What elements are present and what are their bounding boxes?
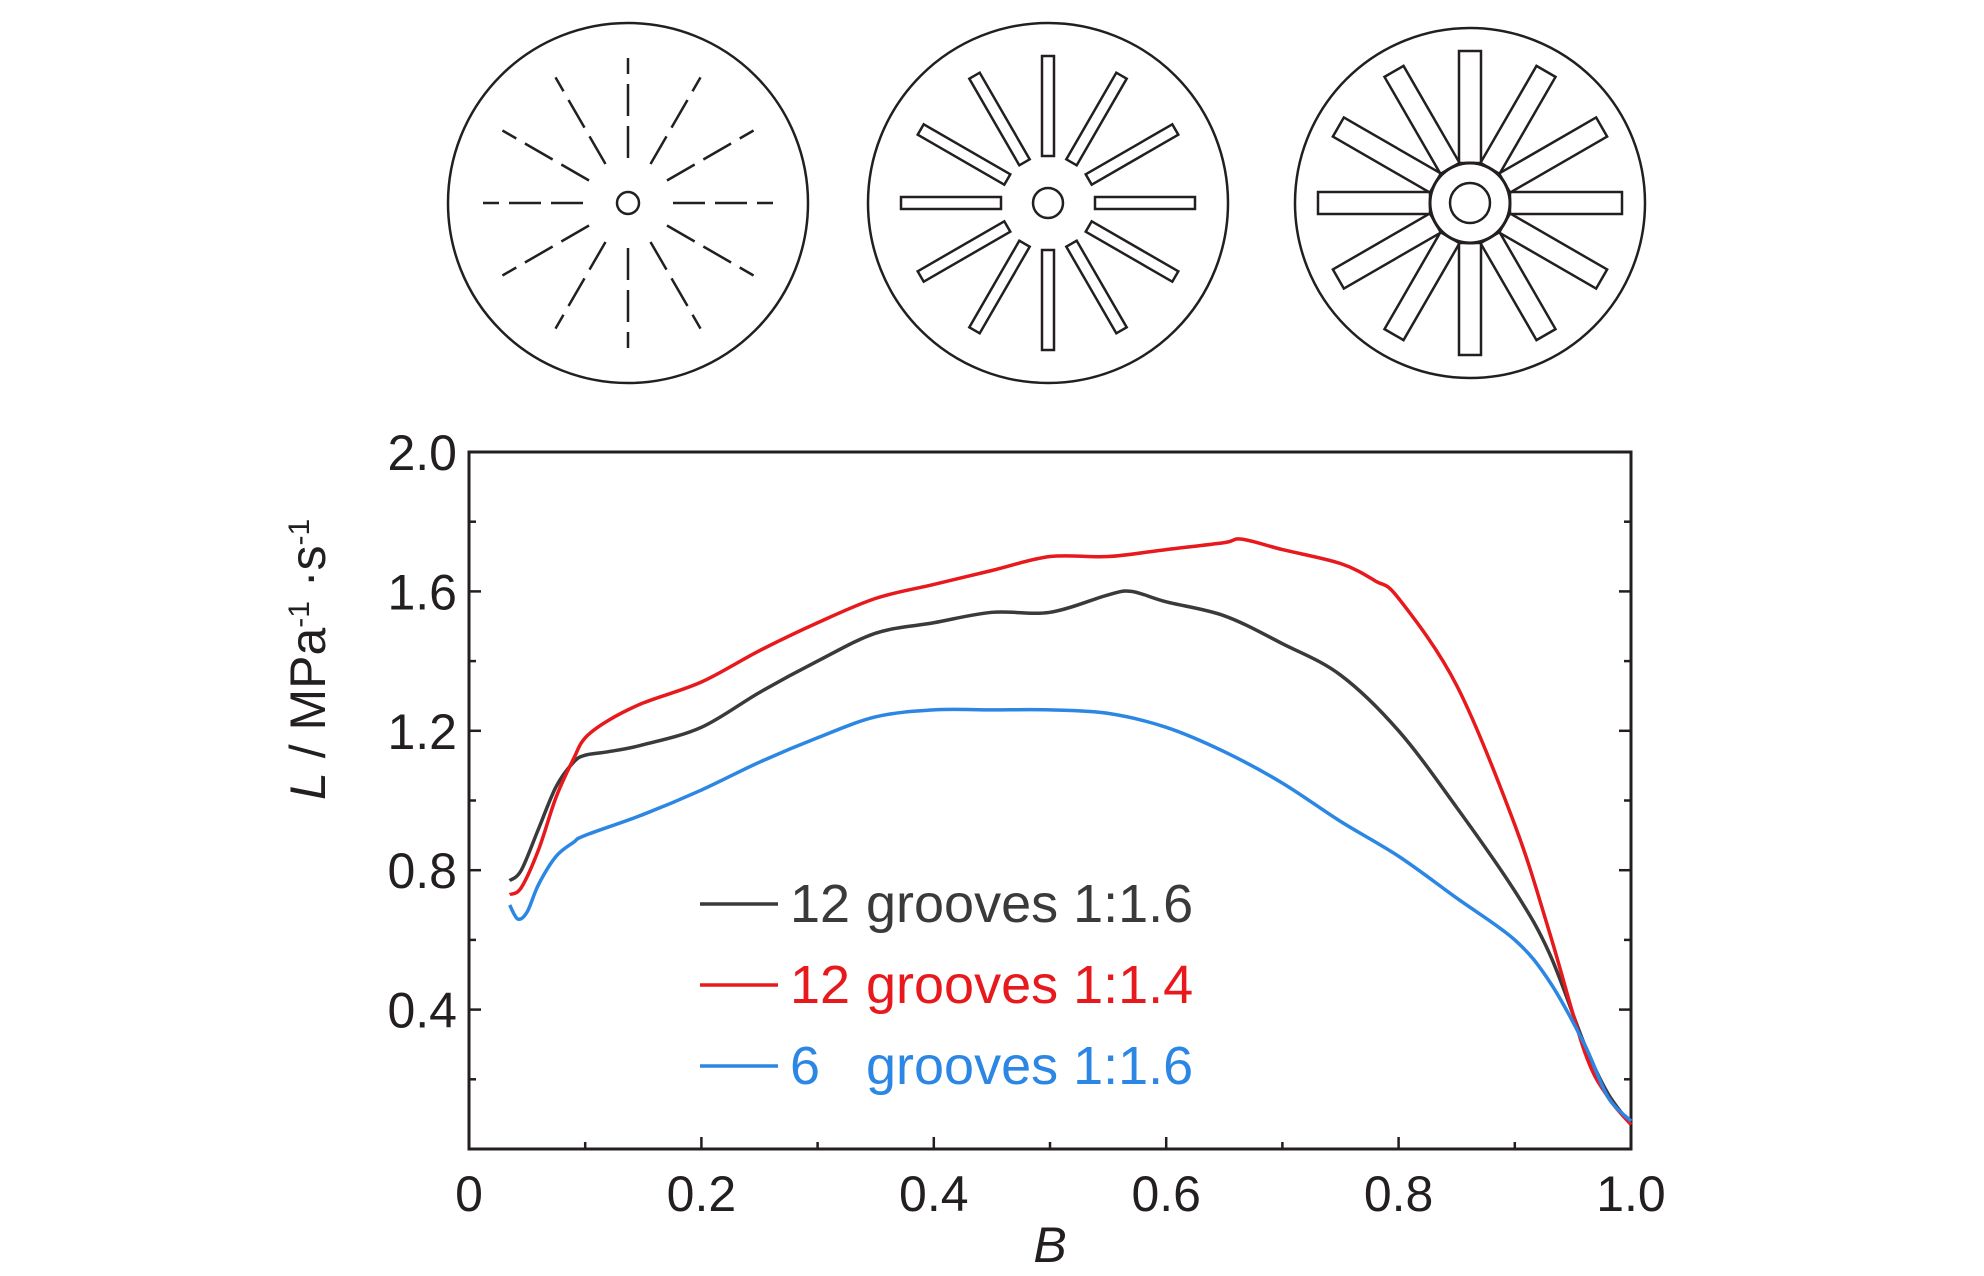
disk-narrow-grooves [866, 21, 1230, 385]
series-line-2 [508, 707, 1633, 1123]
groove [501, 224, 590, 277]
x-tick-label: 0.2 [667, 1166, 737, 1222]
groove [1497, 211, 1609, 291]
y-tick-label: 2.0 [387, 425, 457, 481]
disk-outline [866, 21, 1230, 385]
series-line-1 [508, 537, 1633, 1126]
center-hole [1031, 186, 1065, 220]
groove [915, 219, 1013, 284]
x-tick-label: 0.4 [899, 1166, 969, 1222]
groove [1331, 211, 1443, 291]
groove [1316, 190, 1432, 216]
series-lines [508, 537, 1633, 1126]
legend-label: grooves 1:1.6 [866, 874, 1193, 934]
x-tick-label: 0 [455, 1166, 483, 1222]
center-hub [1428, 161, 1512, 245]
groove [1382, 64, 1462, 176]
legend-count: 12 [790, 874, 850, 934]
y-tick-label: 1.2 [387, 704, 457, 760]
series-line-0 [508, 589, 1633, 1126]
groove [1040, 248, 1056, 352]
y-tick-label: 1.6 [387, 564, 457, 620]
disk-outline [446, 21, 810, 385]
y-tick-label: 0.8 [387, 843, 457, 899]
groove [649, 76, 702, 165]
disk-outline [1293, 26, 1647, 380]
groove [1083, 122, 1181, 187]
legend-count: 12 [790, 955, 850, 1015]
groove [1457, 241, 1483, 357]
groove [1382, 230, 1462, 342]
groove [666, 224, 755, 277]
groove [1093, 195, 1197, 211]
groove [1331, 115, 1443, 195]
groove [1040, 54, 1056, 158]
center-hole [615, 190, 641, 216]
y-axis-ticks: 0.4 0.8 1.2 1.6 2.0 [387, 425, 1631, 1081]
x-axis-title: B [1033, 1217, 1066, 1273]
groove [1478, 230, 1558, 342]
x-tick-label: 0.6 [1131, 1166, 1201, 1222]
groove [501, 129, 590, 182]
groove [1064, 238, 1129, 336]
groove [1457, 49, 1483, 165]
groove [1478, 64, 1558, 176]
disk-wide-grooves [1293, 26, 1647, 380]
center-hole [1448, 181, 1492, 225]
groove [899, 195, 1003, 211]
disk-dashed-grooves [446, 21, 810, 385]
groove [1083, 219, 1181, 284]
x-axis-ticks: 0 0.2 0.4 0.6 0.8 1.0 [455, 1137, 1666, 1222]
y-axis-title: L / MPa-1 ·s-1 [280, 519, 336, 800]
groove [1497, 115, 1609, 195]
y-tick-label: 0.4 [387, 983, 457, 1039]
groove [649, 241, 702, 330]
groove [554, 241, 607, 330]
x-tick-label: 1.0 [1596, 1166, 1666, 1222]
line-chart: 0.4 0.8 1.2 1.6 2.0 0 0.2 0.4 0.6 0.8 1.0 L / MPa… [280, 425, 1666, 1273]
groove [915, 122, 1013, 187]
legend-count: 6 [790, 1036, 820, 1096]
groove [967, 238, 1032, 336]
groove [554, 76, 607, 165]
groove [1508, 190, 1624, 216]
groove [666, 129, 755, 182]
legend-label: grooves 1:1.4 [866, 955, 1193, 1015]
legend-label: grooves 1:1.6 [866, 1036, 1193, 1096]
legend: 12 grooves 1:1.6 12 grooves 1:1.4 6 grooves 1… [700, 874, 1193, 1096]
groove [1064, 70, 1129, 168]
x-tick-label: 0.8 [1364, 1166, 1434, 1222]
groove [967, 70, 1032, 168]
